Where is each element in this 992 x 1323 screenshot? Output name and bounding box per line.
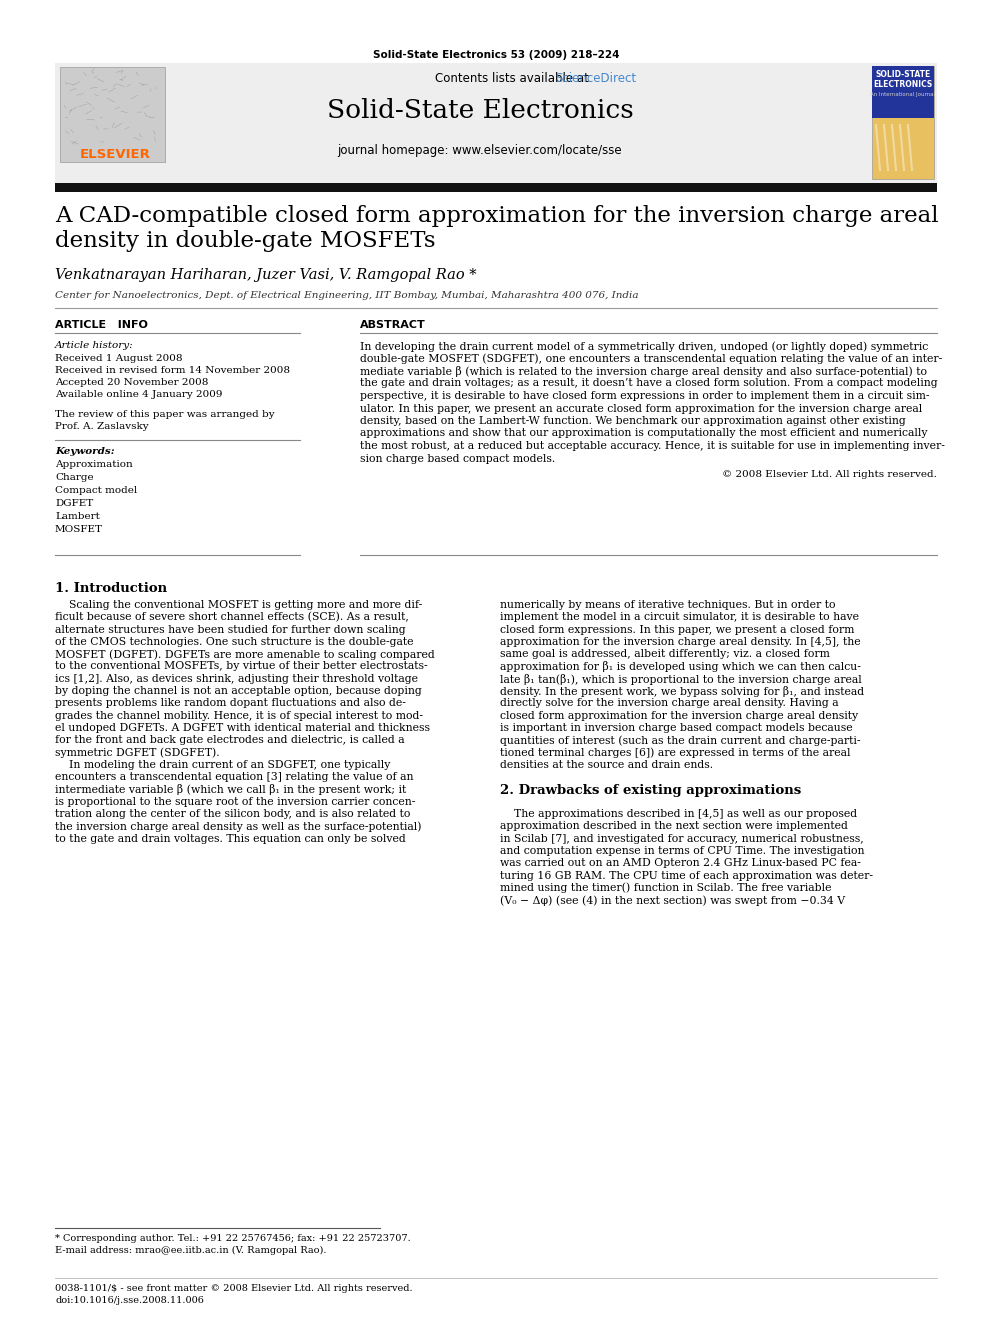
Text: turing 16 GB RAM. The CPU time of each approximation was deter-: turing 16 GB RAM. The CPU time of each a… (500, 871, 873, 881)
Text: ABSTRACT: ABSTRACT (360, 320, 426, 329)
Text: double-gate MOSFET (SDGFET), one encounters a transcendental equation relating t: double-gate MOSFET (SDGFET), one encount… (360, 353, 942, 364)
Text: and computation expense in terms of CPU Time. The investigation: and computation expense in terms of CPU … (500, 845, 864, 856)
Text: The review of this paper was arranged by: The review of this paper was arranged by (55, 410, 275, 419)
Text: the inversion charge areal density as well as the surface-potential): the inversion charge areal density as we… (55, 822, 422, 832)
Text: closed form expressions. In this paper, we present a closed form: closed form expressions. In this paper, … (500, 624, 854, 635)
Text: doi:10.1016/j.sse.2008.11.006: doi:10.1016/j.sse.2008.11.006 (55, 1297, 204, 1304)
Text: of the CMOS technologies. One such structure is the double-gate: of the CMOS technologies. One such struc… (55, 636, 414, 647)
Text: approximations and show that our approximation is computationally the most effic: approximations and show that our approxi… (360, 429, 928, 438)
Text: numerically by means of iterative techniques. But in order to: numerically by means of iterative techni… (500, 601, 835, 610)
Text: tration along the center of the silicon body, and is also related to: tration along the center of the silicon … (55, 810, 411, 819)
Text: 2. Drawbacks of existing approximations: 2. Drawbacks of existing approximations (500, 785, 802, 798)
Text: densities at the source and drain ends.: densities at the source and drain ends. (500, 759, 713, 770)
Text: 0038-1101/$ - see front matter © 2008 Elsevier Ltd. All rights reserved.: 0038-1101/$ - see front matter © 2008 El… (55, 1285, 413, 1293)
Text: directly solve for the inversion charge areal density. Having a: directly solve for the inversion charge … (500, 699, 838, 708)
Text: alternate structures have been studied for further down scaling: alternate structures have been studied f… (55, 624, 406, 635)
Text: closed form approximation for the inversion charge areal density: closed form approximation for the invers… (500, 710, 858, 721)
Text: tioned terminal charges [6]) are expressed in terms of the areal: tioned terminal charges [6]) are express… (500, 747, 850, 758)
Text: Solid-State Electronics 53 (2009) 218–224: Solid-State Electronics 53 (2009) 218–22… (373, 50, 619, 60)
Text: Received 1 August 2008: Received 1 August 2008 (55, 355, 183, 363)
Text: ulator. In this paper, we present an accurate closed form approximation for the : ulator. In this paper, we present an acc… (360, 404, 923, 414)
Text: intermediate variable β (which we call β₁ in the present work; it: intermediate variable β (which we call β… (55, 785, 407, 795)
Text: mined using the timer() function in Scilab. The free variable: mined using the timer() function in Scil… (500, 882, 831, 893)
Bar (55, 64, 937, 183)
Text: MOSFET (DGFET). DGFETs are more amenable to scaling compared: MOSFET (DGFET). DGFETs are more amenable… (55, 650, 434, 660)
Text: in Scilab [7], and investigated for accuracy, numerical robustness,: in Scilab [7], and investigated for accu… (500, 833, 864, 844)
Text: Available online 4 January 2009: Available online 4 January 2009 (55, 390, 222, 400)
Bar (55, 183, 937, 192)
Text: Accepted 20 November 2008: Accepted 20 November 2008 (55, 378, 208, 388)
Text: quantities of interest (such as the drain current and charge-parti-: quantities of interest (such as the drai… (500, 736, 860, 746)
Text: presents problems like random dopant fluctuations and also de-: presents problems like random dopant flu… (55, 699, 406, 708)
Text: * Corresponding author. Tel.: +91 22 25767456; fax: +91 22 25723707.: * Corresponding author. Tel.: +91 22 257… (55, 1234, 411, 1244)
Text: Lambert: Lambert (55, 512, 100, 521)
Text: Article history:: Article history: (55, 341, 134, 351)
Bar (60, 67, 165, 161)
Text: Contents lists available at: Contents lists available at (435, 71, 592, 85)
Text: grades the channel mobility. Hence, it is of special interest to mod-: grades the channel mobility. Hence, it i… (55, 710, 423, 721)
Text: A CAD-compatible closed form approximation for the inversion charge areal: A CAD-compatible closed form approximati… (55, 205, 938, 228)
Text: Received in revised form 14 November 2008: Received in revised form 14 November 200… (55, 366, 290, 374)
Text: sion charge based compact models.: sion charge based compact models. (360, 454, 556, 463)
Text: approximation for β₁ is developed using which we can then calcu-: approximation for β₁ is developed using … (500, 662, 861, 672)
Text: MOSFET: MOSFET (55, 525, 103, 534)
Text: SOLID-STATE: SOLID-STATE (875, 70, 930, 79)
Text: ficult because of severe short channel effects (SCE). As a result,: ficult because of severe short channel e… (55, 613, 409, 623)
Text: by doping the channel is not an acceptable option, because doping: by doping the channel is not an acceptab… (55, 687, 422, 696)
Text: approximation for the inversion charge areal density. In [4,5], the: approximation for the inversion charge a… (500, 636, 861, 647)
Text: the most robust, at a reduced but acceptable accuracy. Hence, it is suitable for: the most robust, at a reduced but accept… (360, 441, 944, 451)
Text: was carried out on an AMD Opteron 2.4 GHz Linux-based PC fea-: was carried out on an AMD Opteron 2.4 GH… (500, 859, 861, 868)
Text: density. In the present work, we bypass solving for β₁, and instead: density. In the present work, we bypass … (500, 687, 864, 697)
Text: Venkatnarayan Hariharan, Juzer Vasi, V. Ramgopal Rao *: Venkatnarayan Hariharan, Juzer Vasi, V. … (55, 269, 476, 282)
Text: Charge: Charge (55, 474, 93, 482)
Text: ics [1,2]. Also, as devices shrink, adjusting their threshold voltage: ics [1,2]. Also, as devices shrink, adju… (55, 673, 418, 684)
Text: symmetric DGFET (SDGFET).: symmetric DGFET (SDGFET). (55, 747, 219, 758)
Text: same goal is addressed, albeit differently; viz. a closed form: same goal is addressed, albeit different… (500, 650, 830, 659)
Text: E-mail address: mrao@ee.iitb.ac.in (V. Ramgopal Rao).: E-mail address: mrao@ee.iitb.ac.in (V. R… (55, 1246, 326, 1256)
Text: density in double-gate MOSFETs: density in double-gate MOSFETs (55, 230, 435, 251)
Text: ELSEVIER: ELSEVIER (80, 148, 151, 161)
Text: is important in inversion charge based compact models because: is important in inversion charge based c… (500, 722, 853, 733)
Text: An International Journal: An International Journal (870, 93, 935, 97)
Text: for the front and back gate electrodes and dielectric, is called a: for the front and back gate electrodes a… (55, 736, 405, 745)
Text: journal homepage: www.elsevier.com/locate/sse: journal homepage: www.elsevier.com/locat… (337, 144, 622, 157)
Text: approximation described in the next section were implemented: approximation described in the next sect… (500, 822, 848, 831)
Text: density, based on the Lambert-W function. We benchmark our approximation against: density, based on the Lambert-W function… (360, 415, 906, 426)
Text: Solid-State Electronics: Solid-State Electronics (326, 98, 633, 123)
Text: © 2008 Elsevier Ltd. All rights reserved.: © 2008 Elsevier Ltd. All rights reserved… (722, 470, 937, 479)
Bar (872, 66, 934, 118)
Text: In developing the drain current model of a symmetrically driven, undoped (or lig: In developing the drain current model of… (360, 341, 929, 352)
Text: encounters a transcendental equation [3] relating the value of an: encounters a transcendental equation [3]… (55, 773, 414, 782)
Text: is proportional to the square root of the inversion carrier concen-: is proportional to the square root of th… (55, 796, 416, 807)
Text: el undoped DGFETs. A DGFET with identical material and thickness: el undoped DGFETs. A DGFET with identica… (55, 722, 430, 733)
Text: the gate and drain voltages; as a result, it doesn’t have a closed form solution: the gate and drain voltages; as a result… (360, 378, 937, 389)
Text: ELECTRONICS: ELECTRONICS (873, 79, 932, 89)
Text: Keywords:: Keywords: (55, 447, 115, 456)
Text: (V₀ − Δφ) (see (4) in the next section) was swept from −0.34 V: (V₀ − Δφ) (see (4) in the next section) … (500, 896, 845, 906)
Text: late β₁ tan(β₁), which is proportional to the inversion charge areal: late β₁ tan(β₁), which is proportional t… (500, 673, 862, 685)
Text: Compact model: Compact model (55, 486, 137, 495)
Text: 1. Introduction: 1. Introduction (55, 582, 167, 595)
Text: perspective, it is desirable to have closed form expressions in order to impleme: perspective, it is desirable to have clo… (360, 392, 930, 401)
Text: Prof. A. Zaslavsky: Prof. A. Zaslavsky (55, 422, 149, 431)
Text: In modeling the drain current of an SDGFET, one typically: In modeling the drain current of an SDGF… (55, 759, 391, 770)
Text: to the conventional MOSFETs, by virtue of their better electrostats-: to the conventional MOSFETs, by virtue o… (55, 662, 428, 672)
Text: mediate variable β (which is related to the inversion charge areal density and a: mediate variable β (which is related to … (360, 366, 927, 377)
Text: The approximations described in [4,5] as well as our proposed: The approximations described in [4,5] as… (500, 810, 857, 819)
Text: implement the model in a circuit simulator, it is desirable to have: implement the model in a circuit simulat… (500, 613, 859, 622)
Text: DGFET: DGFET (55, 499, 93, 508)
Bar (872, 66, 934, 179)
Text: ScienceDirect: ScienceDirect (556, 71, 637, 85)
Text: Approximation: Approximation (55, 460, 133, 468)
Text: to the gate and drain voltages. This equation can only be solved: to the gate and drain voltages. This equ… (55, 833, 406, 844)
Text: Scaling the conventional MOSFET is getting more and more dif-: Scaling the conventional MOSFET is getti… (55, 601, 423, 610)
Text: Center for Nanoelectronics, Dept. of Electrical Engineering, IIT Bombay, Mumbai,: Center for Nanoelectronics, Dept. of Ele… (55, 291, 639, 300)
Text: ARTICLE   INFO: ARTICLE INFO (55, 320, 148, 329)
